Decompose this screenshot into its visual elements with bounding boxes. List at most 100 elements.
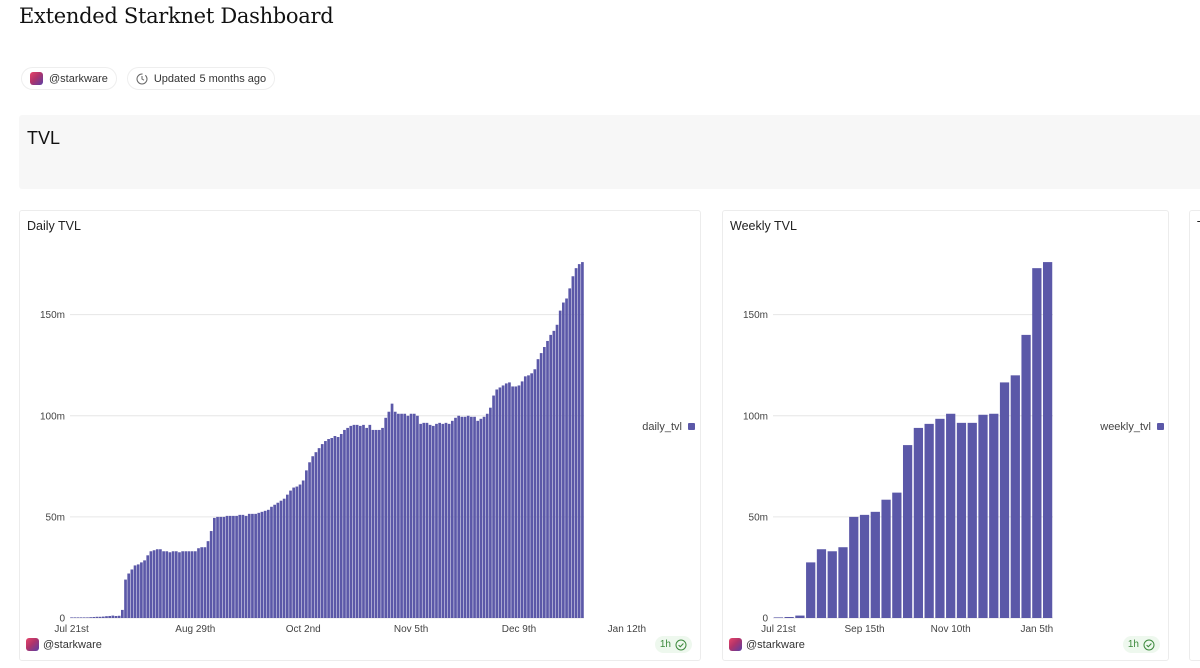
bar[interactable] <box>108 615 112 618</box>
bar[interactable] <box>416 415 419 618</box>
bar[interactable] <box>403 413 407 618</box>
bar[interactable] <box>466 415 470 618</box>
bar[interactable] <box>849 516 859 618</box>
refresh-badge[interactable]: 1h <box>654 636 692 653</box>
bar[interactable] <box>924 423 934 618</box>
bar[interactable] <box>381 427 384 618</box>
bar[interactable] <box>174 551 178 618</box>
bar[interactable] <box>419 423 422 618</box>
bar[interactable] <box>892 492 902 618</box>
bar[interactable] <box>203 547 207 618</box>
bar[interactable] <box>216 516 219 618</box>
bar[interactable] <box>859 514 870 618</box>
bar[interactable] <box>989 413 999 618</box>
bar[interactable] <box>222 516 226 618</box>
bar[interactable] <box>384 417 388 618</box>
bar[interactable] <box>260 511 264 618</box>
refresh-badge[interactable]: 1h <box>1122 636 1160 653</box>
bar[interactable] <box>562 302 565 618</box>
bar[interactable] <box>355 424 359 618</box>
bar[interactable] <box>184 551 188 618</box>
bar[interactable] <box>114 615 118 618</box>
bar[interactable] <box>209 531 213 618</box>
bar[interactable] <box>397 413 400 618</box>
bar[interactable] <box>143 560 146 618</box>
bar[interactable] <box>117 615 121 618</box>
bar[interactable] <box>533 369 537 618</box>
bar[interactable] <box>374 429 378 618</box>
bar[interactable] <box>213 517 216 618</box>
bar[interactable] <box>295 486 299 618</box>
bar[interactable] <box>552 330 556 618</box>
bar[interactable] <box>339 433 343 618</box>
bar[interactable] <box>266 509 270 618</box>
bar[interactable] <box>536 359 540 618</box>
bar[interactable] <box>279 500 283 618</box>
card-author[interactable]: @starkware <box>729 638 805 651</box>
bar[interactable] <box>320 444 324 618</box>
bar[interactable] <box>276 502 280 618</box>
bar[interactable] <box>257 512 261 618</box>
bar[interactable] <box>393 411 397 618</box>
bar[interactable] <box>92 616 96 618</box>
bar[interactable] <box>149 551 153 618</box>
bar[interactable] <box>111 615 115 618</box>
bar[interactable] <box>574 268 578 618</box>
bar[interactable] <box>902 445 913 618</box>
bar[interactable] <box>301 480 305 618</box>
bar[interactable] <box>489 407 492 618</box>
bar[interactable] <box>457 415 461 618</box>
bar[interactable] <box>327 439 330 618</box>
third-card[interactable]: T <box>1189 210 1200 661</box>
bar[interactable] <box>82 617 86 618</box>
bar[interactable] <box>298 484 302 618</box>
bar[interactable] <box>89 617 92 618</box>
bar[interactable] <box>73 617 77 618</box>
bar[interactable] <box>168 552 172 618</box>
bar[interactable] <box>273 504 276 618</box>
bar[interactable] <box>565 298 568 618</box>
card-author[interactable]: @starkware <box>26 638 102 651</box>
bar[interactable] <box>362 424 365 618</box>
bar[interactable] <box>311 456 315 618</box>
bar[interactable] <box>292 487 296 618</box>
bar[interactable] <box>454 417 457 618</box>
bar[interactable] <box>371 429 375 618</box>
bar[interactable] <box>159 549 162 618</box>
bar[interactable] <box>504 383 508 618</box>
bar[interactable] <box>558 310 562 618</box>
bar[interactable] <box>282 498 286 618</box>
bar[interactable] <box>200 547 204 618</box>
author-pill[interactable]: @starkware <box>21 67 117 90</box>
bar[interactable] <box>838 547 848 618</box>
bar[interactable] <box>571 276 575 618</box>
bar[interactable] <box>501 385 505 618</box>
bar[interactable] <box>238 514 242 618</box>
bar[interactable] <box>251 513 254 618</box>
bar[interactable] <box>473 416 476 618</box>
bar[interactable] <box>482 416 486 618</box>
bar[interactable] <box>1042 262 1053 618</box>
bar[interactable] <box>450 420 454 618</box>
bar[interactable] <box>130 569 134 618</box>
bar[interactable] <box>460 416 464 618</box>
bar[interactable] <box>343 429 346 618</box>
bar[interactable] <box>232 515 235 618</box>
bar[interactable] <box>492 395 495 618</box>
bar[interactable] <box>133 565 137 618</box>
bar[interactable] <box>235 515 238 618</box>
bar[interactable] <box>79 617 83 618</box>
bar[interactable] <box>784 616 794 618</box>
bar[interactable] <box>101 616 105 618</box>
bar[interactable] <box>520 381 524 618</box>
bar[interactable] <box>155 549 159 618</box>
bar[interactable] <box>539 353 543 618</box>
bar[interactable] <box>86 617 89 618</box>
bar[interactable] <box>795 615 805 618</box>
bar[interactable] <box>244 515 248 618</box>
bar[interactable] <box>435 423 438 618</box>
bar[interactable] <box>412 413 416 618</box>
bar[interactable] <box>346 427 349 618</box>
bar[interactable] <box>324 441 327 618</box>
bar[interactable] <box>444 422 448 618</box>
